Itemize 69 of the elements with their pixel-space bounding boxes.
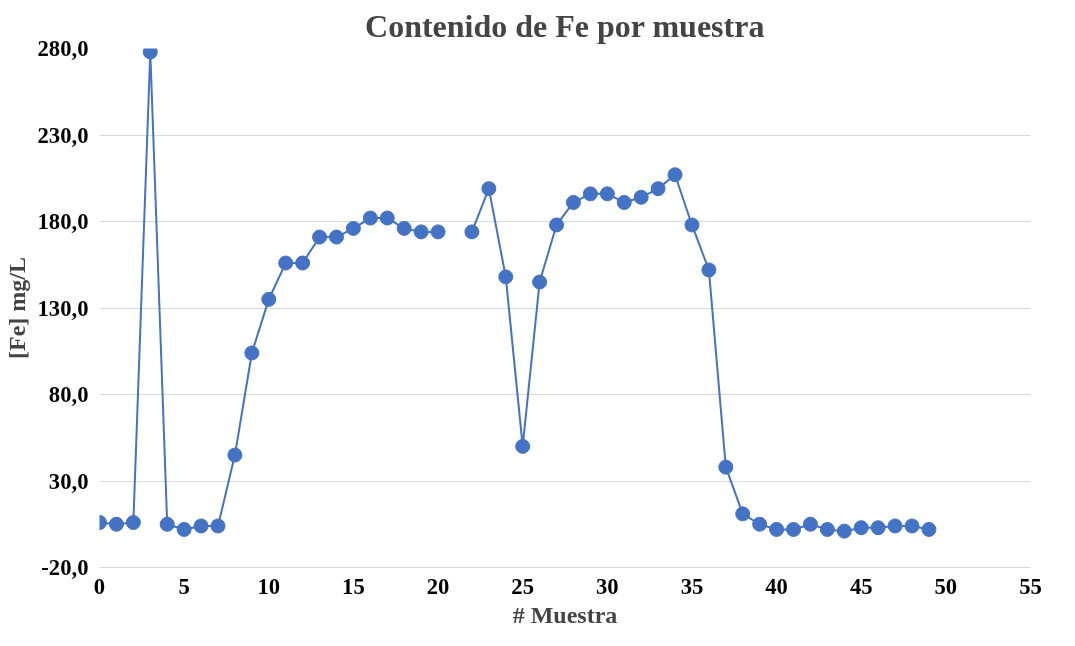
x-tick-label: 30	[595, 573, 619, 599]
point	[921, 521, 937, 537]
point	[345, 220, 361, 236]
point	[295, 255, 311, 271]
point	[278, 255, 294, 271]
x-tick-label: 45	[849, 573, 873, 599]
point	[515, 438, 531, 454]
point	[684, 217, 700, 233]
point	[582, 186, 598, 202]
point	[633, 189, 649, 205]
y-axis-title: [Fe] mg/L	[3, 257, 30, 359]
x-axis-title: # Muestra	[512, 601, 618, 628]
point	[125, 515, 141, 531]
point	[464, 224, 480, 240]
point	[650, 181, 666, 197]
x-tick-label: 5	[178, 573, 190, 599]
point	[379, 210, 395, 226]
point	[599, 186, 615, 202]
point	[413, 224, 429, 240]
point	[836, 523, 852, 539]
point	[769, 521, 785, 537]
point	[244, 345, 260, 361]
point	[870, 520, 886, 536]
point	[667, 167, 683, 183]
point	[396, 220, 412, 236]
x-tick-label: 40	[765, 573, 788, 599]
point	[887, 518, 903, 534]
point	[616, 194, 632, 210]
x-tick-label: 55	[1019, 573, 1042, 599]
point	[819, 521, 835, 537]
point	[498, 269, 514, 285]
x-tick-label: 10	[257, 573, 281, 599]
point	[904, 518, 920, 534]
point	[193, 518, 209, 534]
y-tick-label: 230,0	[37, 122, 89, 148]
point	[176, 521, 192, 537]
point	[312, 229, 328, 245]
point	[210, 518, 226, 534]
y-tick-label: -20,0	[41, 555, 89, 580]
x-tick-label: 20	[426, 573, 450, 599]
point	[752, 516, 768, 532]
point	[786, 521, 802, 537]
y-tick-label: 180,0	[37, 209, 89, 234]
x-tick-label: 25	[511, 573, 535, 599]
point	[108, 516, 124, 532]
y-tick-label: 80,0	[48, 382, 89, 407]
x-tick-label: 50	[934, 573, 958, 599]
point	[481, 181, 497, 197]
point	[853, 520, 869, 536]
chart-title: Contenido de Fe por muestra	[365, 7, 765, 44]
point	[227, 447, 243, 463]
point	[159, 516, 175, 532]
point	[802, 516, 818, 532]
y-tick-label: 280,0	[37, 36, 89, 61]
y-tick-label: 130,0	[37, 295, 89, 321]
point	[718, 459, 734, 475]
point	[362, 210, 378, 226]
point	[549, 217, 565, 233]
point	[532, 274, 548, 290]
point	[261, 291, 277, 307]
point	[430, 224, 446, 240]
point	[701, 262, 717, 278]
point	[735, 506, 751, 522]
x-tick-label: 35	[680, 573, 704, 599]
point	[328, 229, 344, 245]
point	[565, 194, 581, 210]
x-tick-label: 15	[342, 573, 365, 599]
y-tick-label: 30,0	[48, 468, 89, 494]
x-tick-label: 0	[93, 573, 106, 599]
